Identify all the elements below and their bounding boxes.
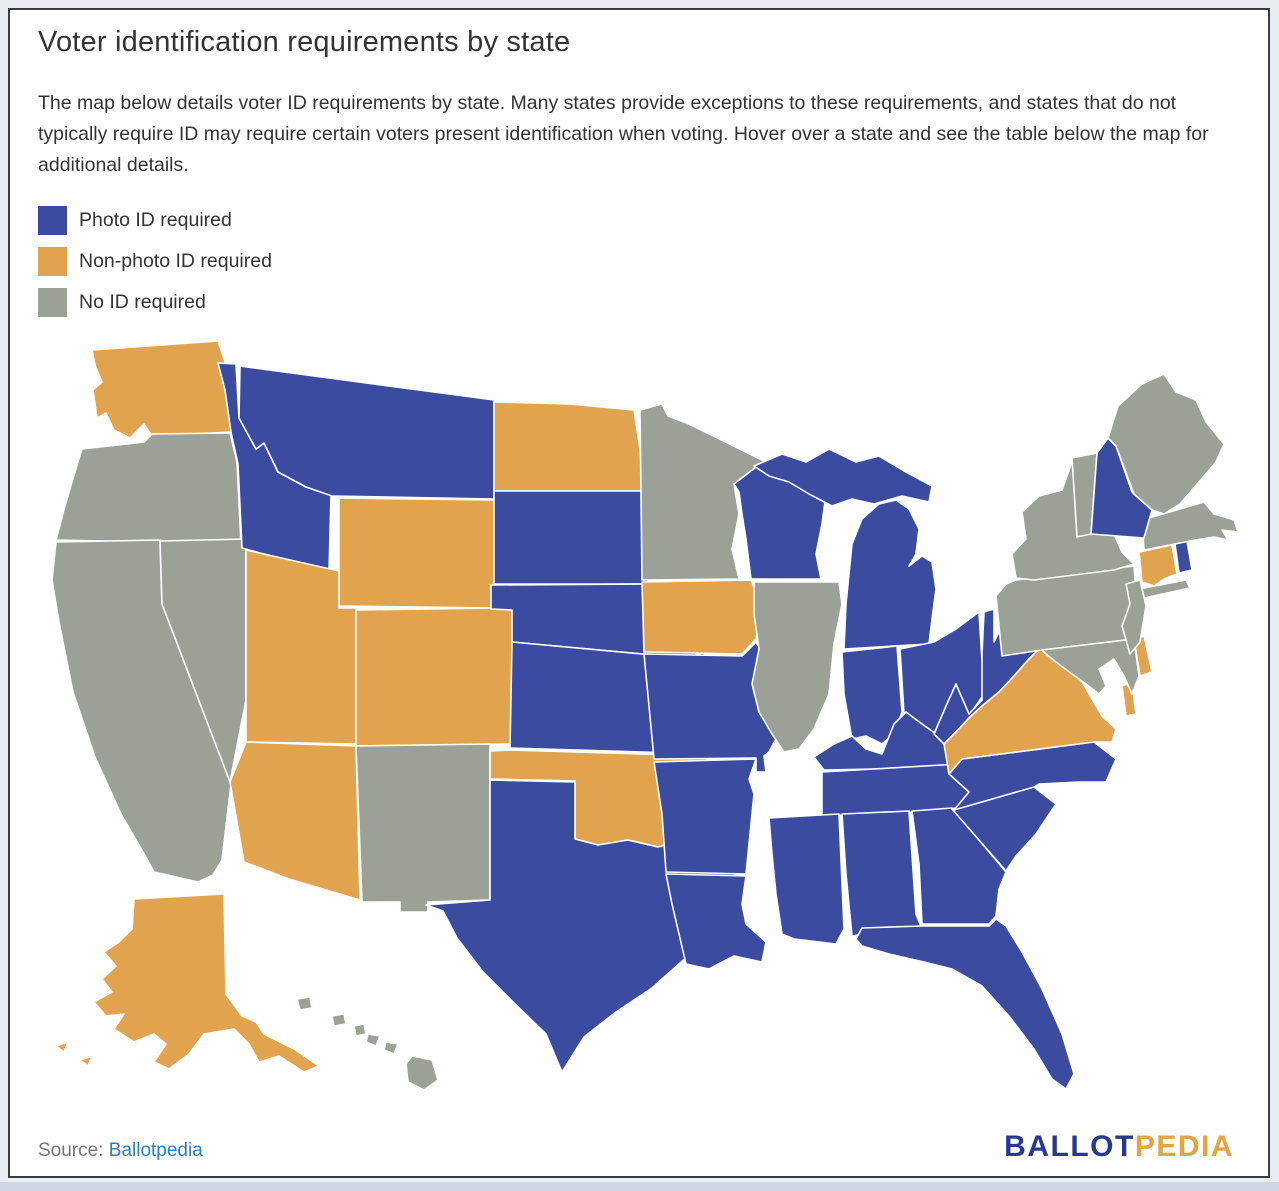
- state-south-dakota[interactable]: [493, 490, 653, 585]
- state-michigan[interactable]: [753, 448, 937, 650]
- legend-item-no-id: No ID required: [38, 288, 272, 317]
- state-maryland[interactable]: [1041, 638, 1140, 695]
- logo-part-ballot: BALLOT: [1004, 1130, 1135, 1163]
- ballotpedia-logo: BALLOTPEDIA: [1004, 1130, 1234, 1164]
- state-north-dakota[interactable]: [493, 401, 645, 492]
- state-rhode-island[interactable]: [1174, 540, 1193, 574]
- source-link-ballotpedia[interactable]: Ballotpedia: [108, 1140, 203, 1161]
- state-alaska[interactable]: [55, 893, 320, 1073]
- voter-id-map-widget: Voter identification requirements by sta…: [8, 8, 1270, 1178]
- state-connecticut[interactable]: [1138, 544, 1178, 587]
- map-description: The map below details voter ID requireme…: [38, 92, 1209, 176]
- state-utah[interactable]: [245, 549, 357, 745]
- state-mississippi[interactable]: [768, 813, 845, 945]
- state-arkansas[interactable]: [653, 758, 757, 875]
- state-louisiana[interactable]: [665, 873, 767, 970]
- state-wyoming[interactable]: [338, 497, 495, 609]
- source-label: Source:: [38, 1140, 104, 1161]
- legend-swatch-photo-id: [38, 206, 67, 235]
- state-new-jersey[interactable]: [1121, 579, 1147, 655]
- state-florida[interactable]: [855, 918, 1075, 1090]
- state-massachusetts[interactable]: [1141, 501, 1239, 551]
- state-maine[interactable]: [1107, 373, 1225, 515]
- legend-label: No ID required: [79, 291, 206, 313]
- state-montana[interactable]: [238, 365, 495, 500]
- source-line: Source: Ballotpedia: [38, 1140, 203, 1162]
- state-iowa[interactable]: [641, 579, 763, 655]
- state-illinois[interactable]: [751, 581, 843, 753]
- legend-item-nonphoto-id: Non-photo ID required: [38, 247, 272, 276]
- state-oregon[interactable]: [55, 432, 242, 545]
- state-hawaii[interactable]: [296, 996, 439, 1091]
- state-alabama[interactable]: [841, 810, 925, 940]
- state-new-mexico[interactable]: [355, 743, 491, 913]
- state-indiana[interactable]: [841, 645, 903, 745]
- legend-item-photo-id: Photo ID required: [38, 206, 272, 235]
- state-colorado[interactable]: [355, 607, 513, 747]
- legend-label: Non-photo ID required: [79, 250, 272, 272]
- legend-swatch-nonphoto-id: [38, 247, 67, 276]
- page-title: Voter identification requirements by sta…: [38, 26, 571, 58]
- page-bottom-strip: [0, 1182, 1279, 1191]
- us-choropleth-map: [51, 340, 1239, 1091]
- legend-label: Photo ID required: [79, 209, 232, 231]
- logo-part-pedia: PEDIA: [1134, 1130, 1234, 1163]
- legend: Photo ID required Non-photo ID required …: [38, 206, 272, 329]
- legend-swatch-no-id: [38, 288, 67, 317]
- state-nevada[interactable]: [159, 538, 247, 783]
- state-arizona[interactable]: [229, 741, 361, 901]
- state-washington[interactable]: [91, 340, 232, 439]
